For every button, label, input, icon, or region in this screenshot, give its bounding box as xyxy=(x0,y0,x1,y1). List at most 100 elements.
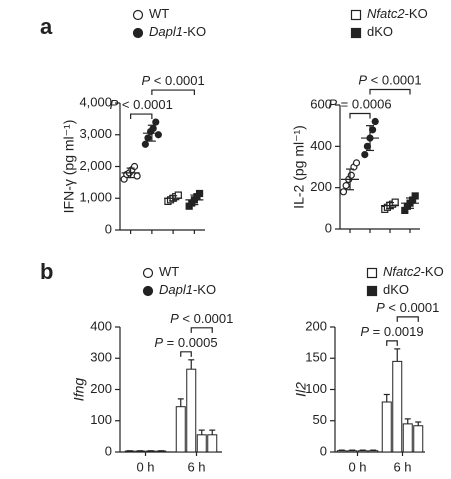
y-tick-label: 2,000 xyxy=(79,158,112,173)
y-tick-label: 3,000 xyxy=(79,126,112,141)
p-value: P < 0.0001 xyxy=(376,300,439,315)
legend-text: dKO xyxy=(367,24,393,39)
p-text: = 0.0005 xyxy=(163,335,218,350)
y-tick-label: 0 xyxy=(325,220,332,235)
x-tick-label: 0 h xyxy=(348,459,366,474)
legend-label: Nfatc2-KO xyxy=(367,6,428,21)
y-tick-label: 200 xyxy=(310,179,332,194)
y-tick-label: 200 xyxy=(90,381,112,396)
y-tick-label: 200 xyxy=(305,318,327,333)
p-text: = 0.0006 xyxy=(337,97,392,112)
legend-label: dKO xyxy=(367,24,393,39)
bar xyxy=(207,434,218,453)
y-tick-label: 100 xyxy=(305,381,327,396)
legend-marker xyxy=(132,27,144,39)
legend-text: -KO xyxy=(421,264,444,279)
p-value: P < 0.0001 xyxy=(110,97,173,112)
legend-marker xyxy=(350,27,362,39)
p-value: P = 0.0006 xyxy=(328,97,391,112)
legend-text: -KO xyxy=(405,6,428,21)
marker xyxy=(144,134,152,142)
marker xyxy=(371,117,379,126)
p-text: < 0.0001 xyxy=(118,97,173,112)
legend-marker xyxy=(350,9,362,21)
p-value: P < 0.0001 xyxy=(358,73,421,88)
p-text: = 0.0019 xyxy=(369,324,424,339)
significance-bracket xyxy=(369,88,411,95)
p-value: P = 0.0005 xyxy=(154,335,217,350)
marker xyxy=(352,159,361,167)
bar xyxy=(347,450,358,453)
y-tick-label: 300 xyxy=(90,350,112,365)
y-axis-label: IFN-γ (pg ml⁻¹) xyxy=(61,120,77,214)
legend-text: -KO xyxy=(193,282,216,297)
p-text: < 0.0001 xyxy=(150,73,205,88)
p-value: P < 0.0001 xyxy=(142,73,205,88)
bar xyxy=(381,401,392,453)
p-value: P < 0.0001 xyxy=(170,311,233,326)
y-tick-label: 150 xyxy=(305,350,327,365)
bar xyxy=(175,406,186,453)
significance-bracket xyxy=(180,351,192,357)
panel-label: b xyxy=(40,259,53,284)
marker xyxy=(133,172,141,180)
panel-label: a xyxy=(40,14,53,39)
legend-italic: Nfatc2 xyxy=(367,6,405,21)
p-italic: P xyxy=(154,335,163,350)
marker xyxy=(347,171,355,179)
significance-bracket xyxy=(151,89,195,96)
p-italic: P xyxy=(358,73,367,88)
x-tick-label: 0 h xyxy=(136,459,154,474)
bar xyxy=(357,450,368,453)
bar xyxy=(402,423,413,453)
legend-label: WT xyxy=(159,264,179,279)
marker xyxy=(339,188,348,196)
legend-label: Dapl1-KO xyxy=(159,282,216,297)
marker xyxy=(342,182,350,190)
legend-text: WT xyxy=(149,6,169,21)
significance-bracket xyxy=(386,340,398,346)
marker xyxy=(361,151,369,159)
p-value: P = 0.0019 xyxy=(360,324,423,339)
legend-text: dKO xyxy=(383,282,409,297)
p-text: < 0.0001 xyxy=(385,300,440,315)
legend-label: WT xyxy=(149,6,169,21)
p-italic: P xyxy=(142,73,151,88)
p-italic: P xyxy=(110,97,119,112)
bar xyxy=(196,434,207,453)
x-tick-label: 6 h xyxy=(187,459,205,474)
y-tick-label: 0 xyxy=(320,443,327,458)
legend-marker xyxy=(366,285,378,297)
p-italic: P xyxy=(360,324,369,339)
y-tick-label: 100 xyxy=(90,412,112,427)
legend-italic: Dapl1 xyxy=(149,24,183,39)
p-italic: P xyxy=(328,97,337,112)
marker xyxy=(411,192,419,200)
marker xyxy=(141,140,149,148)
marker xyxy=(195,189,204,198)
bar xyxy=(392,360,403,453)
y-tick-label: 400 xyxy=(310,138,332,153)
significance-bracket xyxy=(349,112,371,119)
legend-text: -KO xyxy=(183,24,206,39)
y-axis-label: IL-2 (pg ml⁻¹) xyxy=(291,125,307,209)
bar xyxy=(368,450,379,453)
marker xyxy=(152,118,160,126)
legend-text: WT xyxy=(159,264,179,279)
bar xyxy=(336,450,347,453)
legend-italic: Nfatc2 xyxy=(383,264,421,279)
legend-marker xyxy=(132,9,144,21)
y-tick-label: 0 xyxy=(105,221,112,236)
legend-label: dKO xyxy=(383,282,409,297)
significance-bracket xyxy=(190,327,213,333)
legend-marker xyxy=(366,267,378,279)
significance-bracket xyxy=(396,316,419,322)
y-tick-label: 50 xyxy=(313,412,327,427)
p-text: < 0.0001 xyxy=(179,311,234,326)
y-axis-label: Ifng xyxy=(71,378,87,402)
y-tick-label: 400 xyxy=(90,318,112,333)
bar xyxy=(413,425,424,453)
p-text: < 0.0001 xyxy=(367,73,422,88)
marker xyxy=(149,124,157,132)
